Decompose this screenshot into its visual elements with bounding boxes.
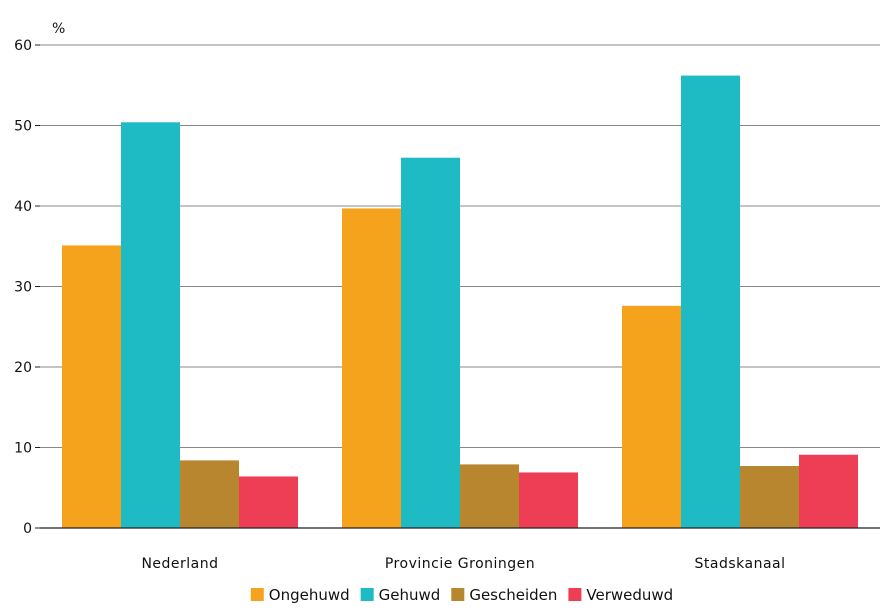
x-category-label: Provincie Groningen: [385, 556, 535, 572]
y-tick-label: 60: [14, 38, 32, 54]
y-unit-label: %: [52, 21, 65, 37]
bar-gescheiden-2: [740, 466, 799, 528]
legend-item: Gehuwd: [360, 586, 441, 604]
bar-gehuwd-2: [681, 75, 740, 528]
legend-swatch: [568, 588, 582, 601]
bar-verweduwd-2: [799, 454, 858, 528]
legend-item: Gescheiden: [451, 586, 557, 604]
legend-swatch: [250, 588, 264, 601]
legend-item: Verweduwd: [568, 586, 673, 604]
legend-label: Gescheiden: [469, 586, 557, 604]
y-tick-label: 10: [14, 441, 32, 457]
legend-swatch: [451, 588, 465, 601]
bar-verweduwd-1: [519, 472, 578, 528]
legend-item: Ongehuwd: [250, 586, 350, 604]
y-tick-label: 50: [14, 119, 32, 135]
bar-verweduwd-0: [239, 476, 298, 528]
bars: [62, 75, 858, 529]
bar-gescheiden-0: [180, 460, 239, 528]
bar-gehuwd-1: [401, 157, 460, 528]
x-category-label: Nederland: [141, 556, 218, 572]
y-axis-ticks: 0 10 20 30 40 50 60: [14, 38, 40, 537]
bar-ongehuwd-0: [62, 245, 121, 528]
legend-swatch: [360, 588, 374, 601]
bar-gehuwd-0: [121, 122, 180, 528]
y-tick-label: 0: [23, 521, 32, 537]
bar-ongehuwd-1: [342, 208, 401, 529]
bar-gescheiden-1: [460, 464, 519, 528]
legend-label: Ongehuwd: [269, 586, 350, 604]
legend: Ongehuwd Gehuwd Gescheiden Verweduwd: [250, 586, 673, 604]
x-axis-labels: Nederland Provincie Groningen Stadskanaal: [141, 556, 785, 572]
y-tick-label: 20: [14, 360, 32, 376]
y-tick-label: 40: [14, 199, 32, 215]
legend-label: Gehuwd: [379, 586, 441, 604]
x-category-label: Stadskanaal: [695, 556, 786, 572]
legend-label: Verweduwd: [586, 586, 673, 604]
y-tick-label: 30: [14, 280, 32, 296]
bar-ongehuwd-2: [622, 305, 681, 528]
